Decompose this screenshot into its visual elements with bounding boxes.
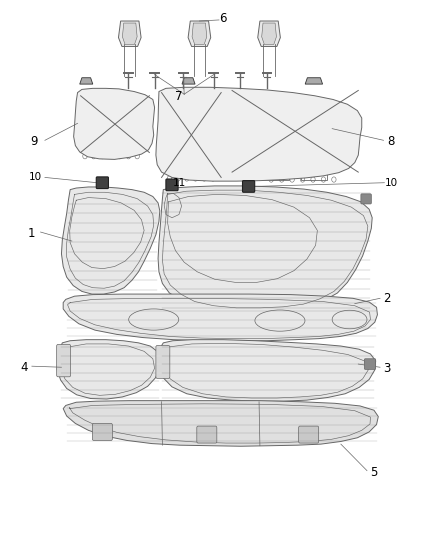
FancyBboxPatch shape	[92, 423, 113, 440]
Polygon shape	[156, 87, 362, 181]
Polygon shape	[192, 23, 207, 44]
Text: 6: 6	[219, 12, 227, 25]
Polygon shape	[57, 340, 161, 399]
FancyBboxPatch shape	[243, 181, 254, 192]
Text: 9: 9	[30, 135, 38, 148]
Polygon shape	[305, 78, 322, 84]
FancyBboxPatch shape	[299, 426, 319, 443]
Text: 10: 10	[385, 177, 397, 188]
Polygon shape	[74, 88, 155, 159]
FancyBboxPatch shape	[57, 344, 71, 377]
Text: 10: 10	[29, 172, 42, 182]
Polygon shape	[118, 21, 141, 46]
FancyBboxPatch shape	[361, 194, 371, 204]
Text: 7: 7	[175, 90, 183, 103]
Polygon shape	[61, 187, 160, 294]
Text: 5: 5	[370, 466, 377, 479]
Polygon shape	[159, 340, 376, 401]
FancyBboxPatch shape	[166, 179, 178, 191]
Text: 1: 1	[28, 227, 35, 240]
Text: 4: 4	[20, 361, 28, 374]
Polygon shape	[63, 401, 378, 446]
FancyBboxPatch shape	[156, 345, 170, 378]
Polygon shape	[63, 294, 378, 341]
Polygon shape	[188, 21, 211, 46]
Polygon shape	[258, 21, 280, 46]
Polygon shape	[80, 78, 93, 84]
Polygon shape	[123, 23, 137, 44]
Polygon shape	[261, 23, 276, 44]
Polygon shape	[182, 78, 195, 84]
Text: 2: 2	[383, 292, 391, 305]
Text: 3: 3	[383, 362, 391, 375]
FancyBboxPatch shape	[197, 426, 217, 443]
Text: 8: 8	[387, 135, 395, 148]
FancyBboxPatch shape	[96, 177, 109, 189]
FancyBboxPatch shape	[364, 359, 376, 369]
Text: 11: 11	[172, 177, 186, 188]
Polygon shape	[158, 186, 372, 310]
